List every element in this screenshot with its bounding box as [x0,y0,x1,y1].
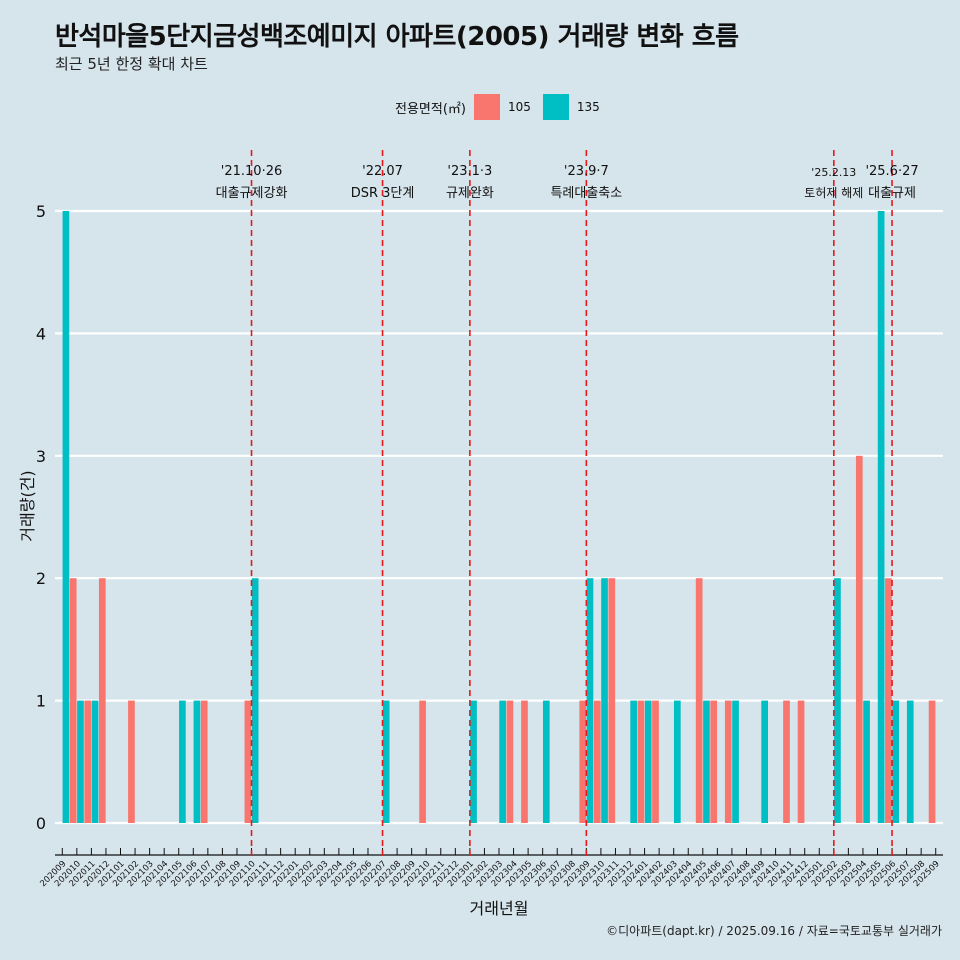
bar-105-202407 [724,700,732,823]
chart-subtitle: 최근 5년 한정 확대 차트 [55,55,208,73]
bar-135-202309 [586,578,594,823]
bar-135-202407 [732,700,739,823]
y-tick-label: 4 [36,324,46,343]
legend-title: 전용면적(㎡) [395,101,466,117]
bar-105-202509 [928,700,936,823]
bar-135-202507 [906,700,914,823]
bar-105-202411 [783,700,790,823]
event-name-label: 규제완화 [446,186,494,201]
bar-135-202306 [542,700,550,823]
bar-135-202207 [382,700,390,823]
bar-105-202402 [652,700,659,823]
bar-135-202506 [892,700,900,823]
bar-105-202311 [608,578,616,823]
bar-135-202301 [470,700,477,823]
bar-135-202504 [863,700,870,823]
bar-135-202110 [251,578,259,823]
legend-swatch-105 [473,94,500,120]
bar-105-202107 [200,700,208,823]
bar-135-202409 [761,700,769,823]
event-name-label: DSR 3단계 [351,186,415,201]
event-date-label: '23.1·3 [447,164,492,179]
bar-135-202505 [877,211,885,823]
bar-135-202010 [77,700,84,823]
bar-135-202105 [179,700,186,823]
bar-105-202310 [593,700,601,823]
x-axis-title: 거래년월 [470,899,529,918]
legend-item-135: 135 [542,94,600,120]
bar-105-202102 [128,700,135,823]
bar-105-202305 [521,700,528,823]
event-name-label: 특례대출축소 [550,186,622,201]
bar-105-202406 [710,700,718,823]
source-caption: ©디아파트(dapt.kr) / 2025.09.16 / 자료=국토교통부 실… [606,924,942,938]
event-date-label: '25.6·27 [865,164,918,179]
bar-135-202312 [630,700,637,823]
bar-135-202106 [193,700,201,823]
bar-105-202210 [419,700,426,823]
y-tick-label: 0 [36,814,46,833]
event-date-label: '25.2.13 [811,166,856,179]
y-tick-label: 2 [36,569,46,588]
bar-135-202011 [91,700,99,823]
bar-105-202012 [98,578,106,823]
legend: 전용면적(㎡) 105 135 [395,93,612,121]
legend-label-135: 135 [576,100,600,114]
bar-135-202502 [834,578,841,823]
bar-105-202011 [84,700,92,823]
y-tick-label: 5 [36,202,46,221]
bar-135-202009 [62,211,70,823]
bar-105-202309 [579,700,587,823]
event-date-label: '21.10·26 [221,164,282,179]
bar-105-202110 [244,700,252,823]
event-date-label: '23.9·7 [564,164,609,179]
legend-swatch-135 [542,94,569,120]
bar-105-202506 [885,578,892,823]
y-axis-title: 거래량(건) [18,470,37,541]
bar-135-202405 [703,700,710,823]
chart-title: 반석마을5단지금성백조예미지 아파트(2005) 거래량 변화 흐름 [55,22,739,52]
event-date-label: '22.07 [362,164,403,179]
legend-item-105: 105 [473,94,531,120]
y-tick-label: 3 [36,447,46,466]
event-name-label: 토허제 해제 [804,186,863,200]
bar-135-202303 [499,700,506,823]
event-name-label: 대출규제강화 [216,186,288,201]
bar-105-202010 [69,578,77,823]
bar-105-202504 [855,455,863,823]
bar-105-202405 [695,578,703,823]
legend-label-105: 105 [507,100,531,114]
bar-105-202401 [637,700,645,823]
event-name-label: 대출규제 [868,186,916,201]
bar-135-202310 [601,578,608,823]
bar-105-202304 [506,700,514,823]
bar-135-202403 [673,700,681,823]
bar-135-202401 [644,700,652,823]
y-tick-label: 1 [36,692,46,711]
bar-105-202412 [797,700,805,823]
